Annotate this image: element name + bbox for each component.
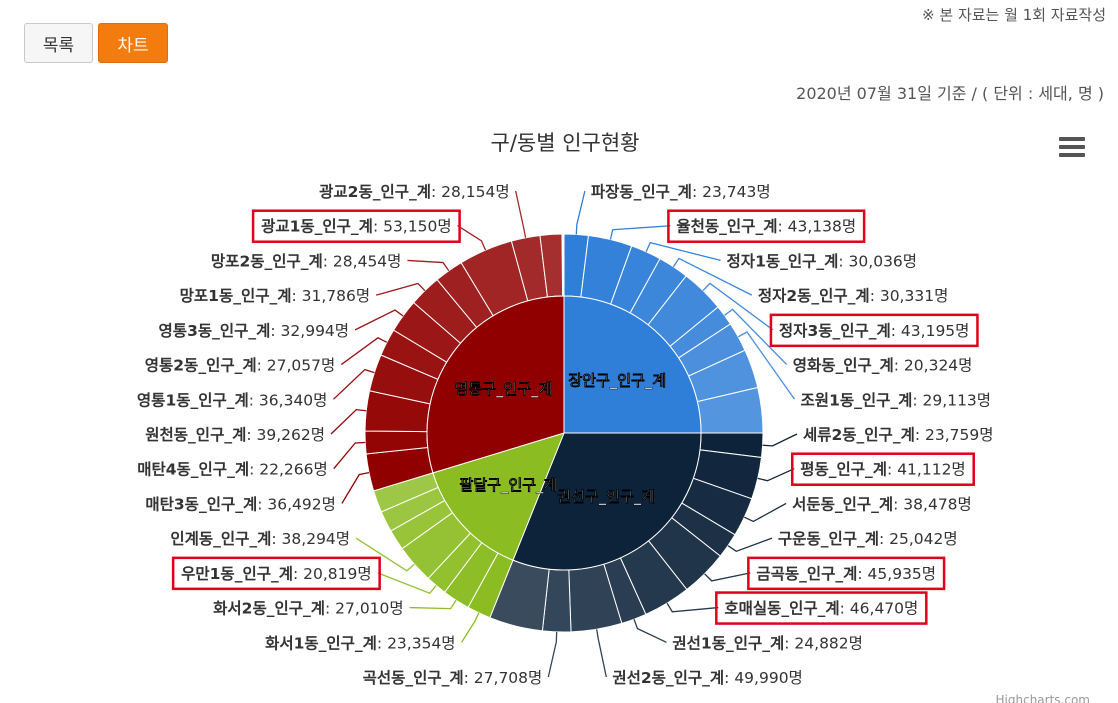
label-connector <box>461 612 480 643</box>
label-connector <box>409 599 457 610</box>
outer-slice-label: 조원1동_인구_계: 29,113명 <box>801 390 992 409</box>
outer-slice-label: 권선1동_인구_계: 24,882명 <box>672 633 863 652</box>
outer-slice-label: 우만1동_인구_계: 20,819명 <box>181 564 372 583</box>
inner-slice-label: 장안구_인구_계 <box>568 372 666 390</box>
label-connector <box>457 225 487 251</box>
outer-slice-label: 화서2동_인구_계: 27,010명 <box>213 599 404 618</box>
outer-slice-label: 정자2동_인구_계: 30,331명 <box>758 286 949 305</box>
outer-slice-label: 정자3동_인구_계: 43,195명 <box>779 321 970 340</box>
outer-slice-label: 망포1동_인구_계: 31,786명 <box>180 286 371 305</box>
label-connector <box>737 331 796 400</box>
highlight-box <box>667 209 866 243</box>
outer-slice-label: 세류2동_인구_계: 23,759명 <box>803 425 994 444</box>
basis-date-text: 2020년 07월 31일 기준 / ( 단위 : 세대, 명 ) <box>796 84 1104 103</box>
label-connector <box>702 282 774 331</box>
outer-slice-label: 인계동_인구_계: 38,294명 <box>170 529 350 548</box>
outer-slice-label: 호매실동_인구_계: 46,470명 <box>724 599 918 618</box>
label-connector <box>672 257 753 296</box>
outer-slice-label: 곡선동_인구_계: 27,708명 <box>363 668 543 687</box>
outer-slice-label: 금곡동_인구_계: 45,935명 <box>756 564 936 583</box>
outer-slice-label: 매탄3동_인구_계: 36,492명 <box>145 494 336 513</box>
highlight-box <box>715 591 928 625</box>
inner-slice-label: 영통구_인구_계 <box>455 380 553 398</box>
label-connector <box>757 468 795 482</box>
inner-slice-3[interactable] <box>426 295 565 474</box>
outer-slice-label: 광교2동_인구_계: 28,154명 <box>319 182 510 201</box>
label-connector <box>341 471 370 504</box>
list-button[interactable]: 목록 <box>24 23 93 63</box>
outer-slice-label: 율천동_인구_계: 43,138명 <box>676 217 856 236</box>
highlight-box <box>769 313 979 348</box>
label-connector <box>547 631 558 678</box>
outer-slice-label: 화서1동_인구_계: 23,354명 <box>265 633 456 652</box>
label-connector <box>666 602 719 613</box>
label-connector <box>704 572 751 582</box>
label-connector <box>333 368 375 400</box>
label-connector <box>575 190 586 235</box>
label-connector <box>515 190 527 238</box>
label-connector <box>609 225 671 240</box>
chart-button[interactable]: 차트 <box>98 23 168 63</box>
label-connector <box>407 259 450 272</box>
label-connector <box>333 441 366 470</box>
highlight-box <box>251 209 461 243</box>
label-connector <box>330 408 367 435</box>
outer-slice-label: 구운동_인구_계: 25,042명 <box>778 529 958 548</box>
inner-slice-2[interactable] <box>432 432 565 561</box>
chart-title: 구/동별 인구현황 <box>490 131 640 155</box>
outer-slice-label: 영화동_인구_계: 20,324명 <box>793 356 973 375</box>
label-connector <box>377 572 437 594</box>
highlight-box <box>790 452 975 486</box>
label-connector <box>744 502 787 523</box>
inner-slice-label: 권선구_인구_계 <box>557 487 655 505</box>
outer-slice-label: 매탄4동_인구_계: 22,266명 <box>137 460 328 479</box>
outer-slice-label: 서둔동_인구_계: 38,478명 <box>792 494 972 513</box>
label-connector <box>633 619 667 643</box>
label-connector <box>645 241 721 262</box>
outer-slice-label: 영통3동_인구_계: 32,994명 <box>159 321 350 340</box>
outer-slice-label: 원천동_인구_계: 39,262명 <box>145 425 325 444</box>
inner-slice-1[interactable] <box>512 432 702 571</box>
label-connector <box>724 308 788 366</box>
chart-credits: Highcharts.com <box>995 693 1090 703</box>
inner-slice-0[interactable] <box>563 295 702 434</box>
outer-slice-label: 권선2동_인구_계: 49,990명 <box>612 668 803 687</box>
chart-menu-icon[interactable] <box>1059 137 1085 159</box>
outer-slice-label: 평동_인구_계: 41,112명 <box>800 460 965 479</box>
label-connector <box>355 537 415 572</box>
outer-slice-label: 파장동_인구_계: 23,743명 <box>591 182 771 201</box>
label-connector <box>727 537 773 553</box>
label-connector <box>354 309 404 331</box>
label-connector <box>375 282 426 296</box>
outer-slice-label: 망포2동_인구_계: 28,454명 <box>211 251 402 270</box>
label-connector <box>340 337 388 366</box>
outer-slice-label: 영통2동_인구_계: 27,057명 <box>145 356 336 375</box>
label-connector <box>596 629 607 678</box>
outer-slice-label: 정자1동_인구_계: 30,036명 <box>727 251 918 270</box>
highlight-box <box>171 556 381 591</box>
outer-slice-label: 광교1동_인구_계: 53,150명 <box>261 217 452 236</box>
highlight-box <box>747 556 946 591</box>
notice-text: ※ 본 자료는 월 1회 자료작성 <box>922 6 1106 24</box>
inner-slice-label: 팔달구_인구_계 <box>460 476 558 494</box>
label-connector <box>762 433 798 447</box>
outer-slice-label: 영통1동_인구_계: 36,340명 <box>137 390 328 409</box>
